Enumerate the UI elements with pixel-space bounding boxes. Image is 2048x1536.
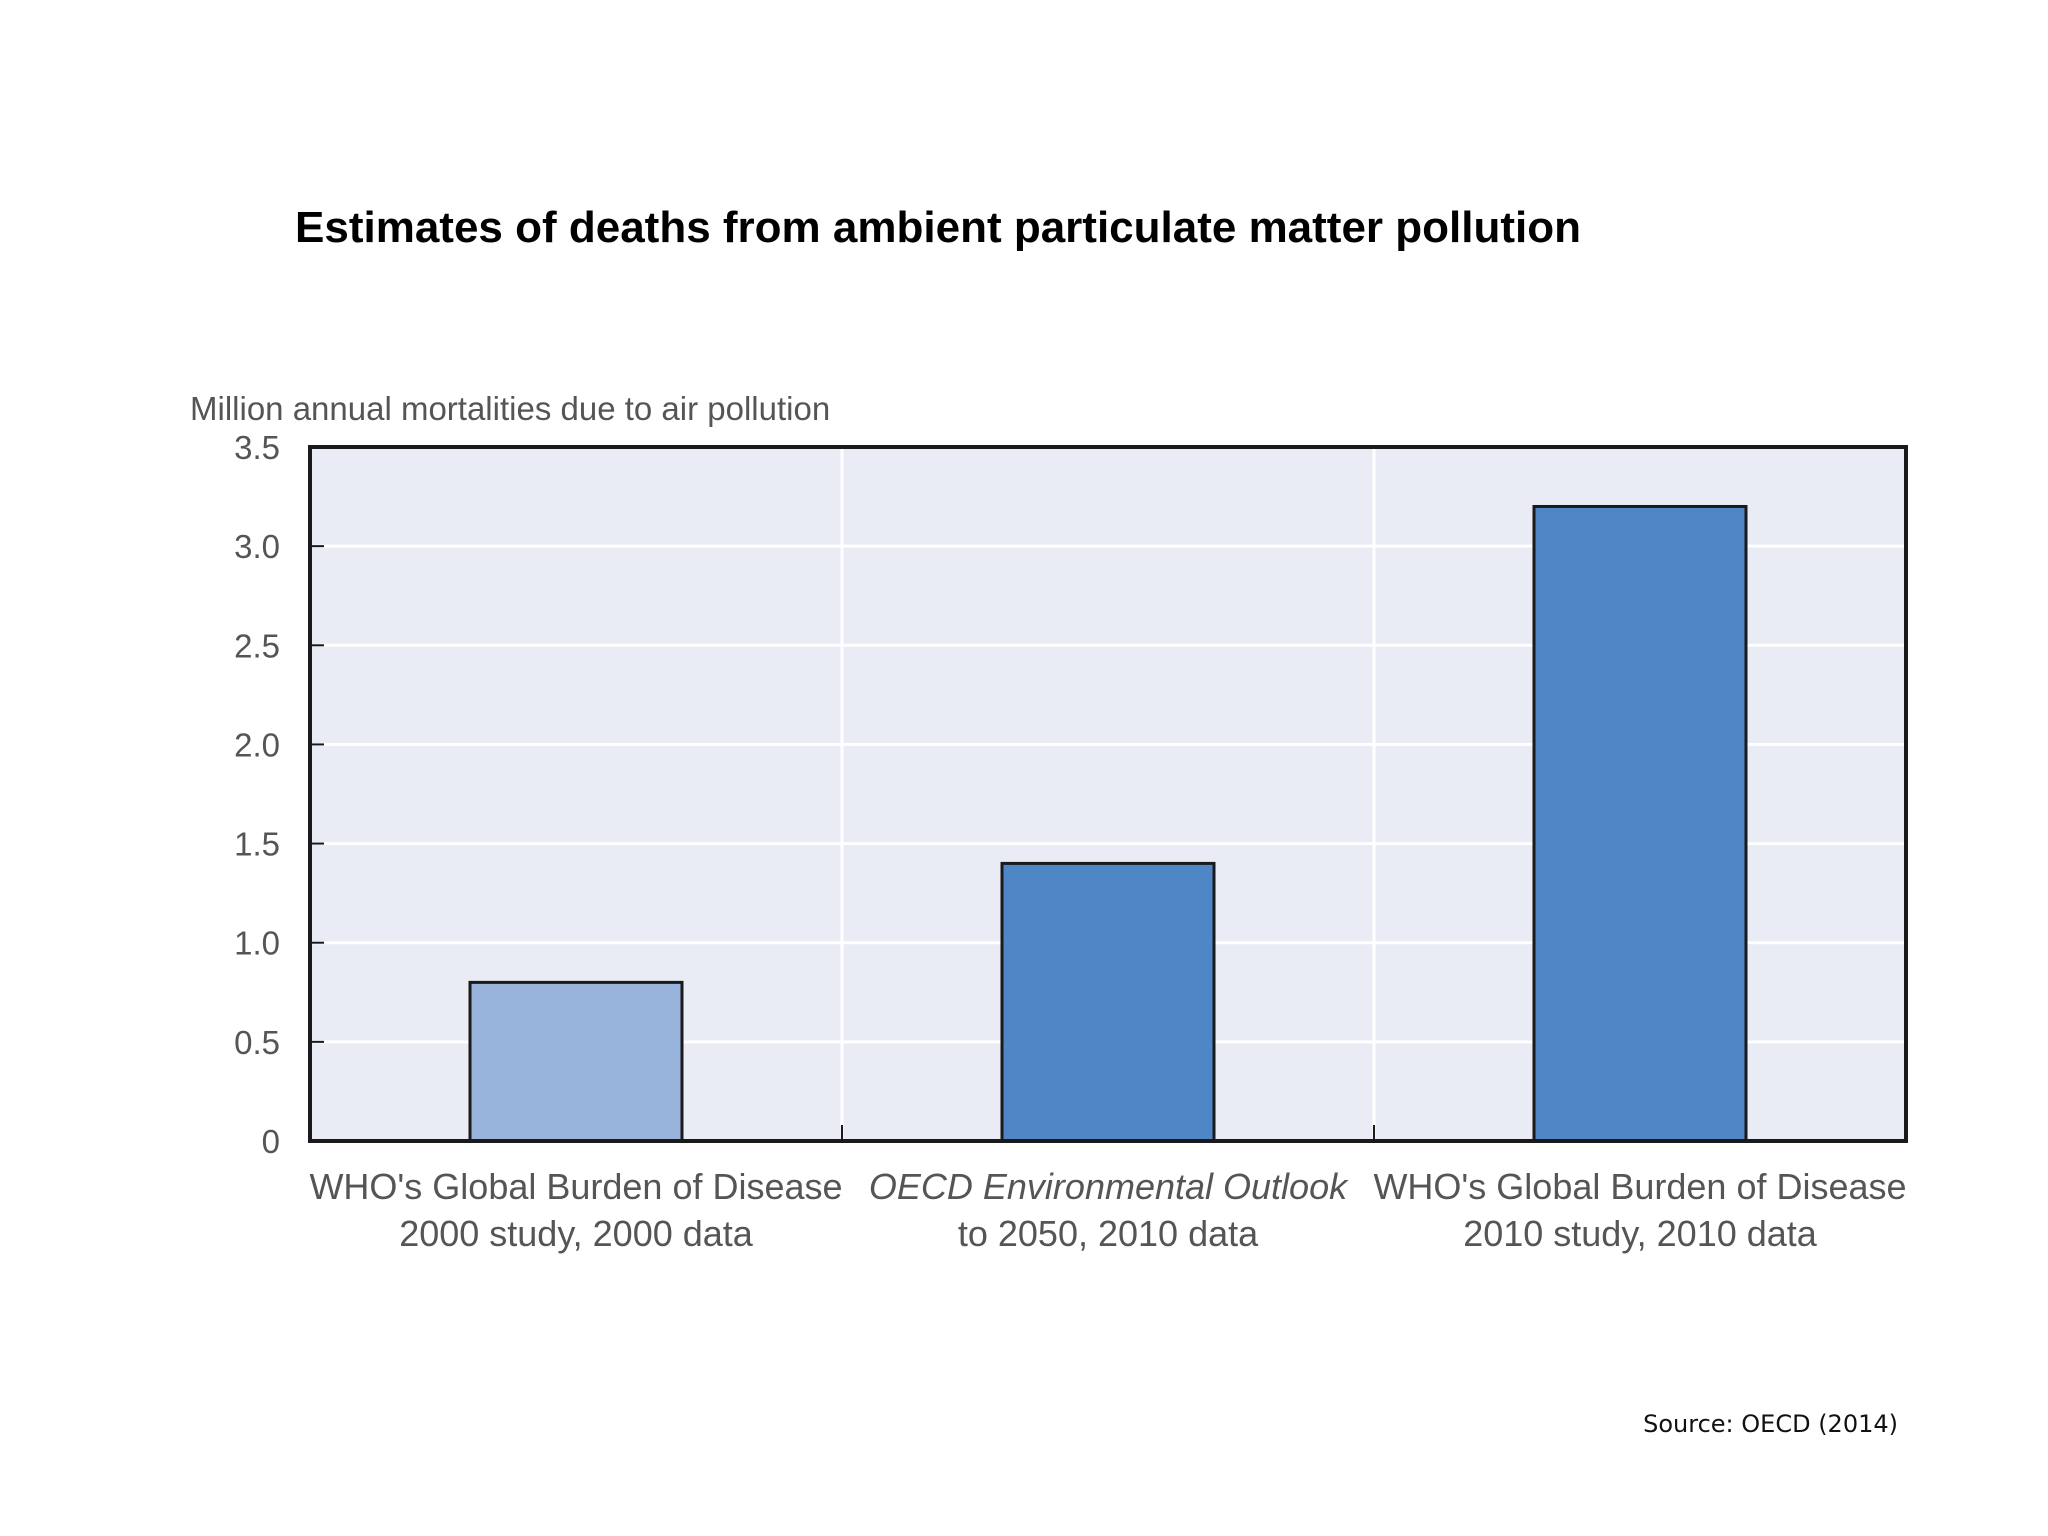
chart-title: Estimates of deaths from ambient particu… [295,203,1581,252]
x-category-label-line1: OECD Environmental Outlook [869,1166,1349,1207]
y-axis-title: Million annual mortalities due to air po… [190,390,830,427]
y-tick-label: 2.5 [234,627,280,664]
y-tick-label: 3.5 [234,429,280,466]
bar [468,980,684,1143]
y-tick-label: 0 [262,1123,280,1160]
y-tick-label: 3.0 [234,528,280,565]
bar [1532,504,1748,1143]
y-tick-label: 0.5 [234,1024,280,1061]
x-category-label-line2: to 2050, 2010 data [958,1213,1259,1254]
x-category-label-line2: 2010 study, 2010 data [1463,1213,1818,1254]
source-note: Source: OECD (2014) [1643,1410,1898,1438]
y-tick-label: 1.5 [234,826,280,863]
x-category-label-line2: 2000 study, 2000 data [399,1213,754,1254]
bar [1000,861,1216,1143]
y-tick-label: 1.0 [234,925,280,962]
plot-area: 0 0.5 1.0 1.5 2.0 2.5 3.0 3.5 WHO's Global Burde… [234,429,1908,1254]
x-category-label-line1: WHO's Global Burden of Disease [1373,1166,1906,1207]
y-tick-label: 2.0 [234,726,280,763]
x-category-label-line1: WHO's Global Burden of Disease [309,1166,842,1207]
